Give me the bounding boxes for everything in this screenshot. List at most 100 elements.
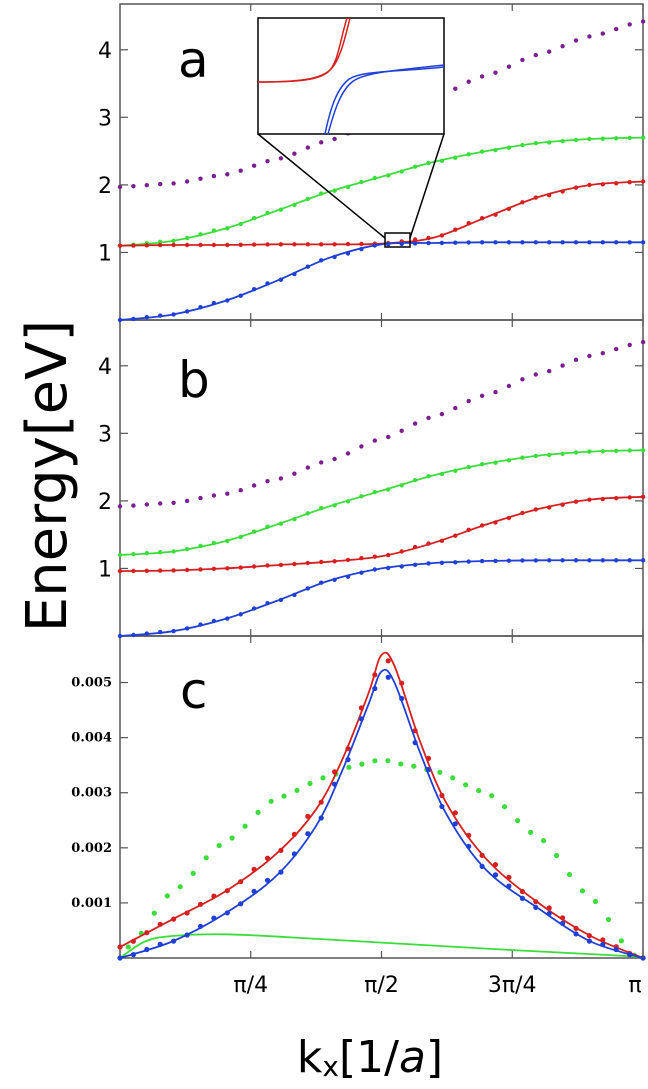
data-point-c-2 [171, 916, 177, 922]
y-tick-label-a: 2 [98, 174, 112, 199]
data-point-a-0 [587, 34, 592, 39]
data-point-c-3 [425, 766, 432, 773]
data-point-c-2 [492, 862, 499, 868]
axis-ticks: 1 2 3 4 1 2 3 4 0.001 0.002 0.003 0.004 0.005 π/4 π/2 3… [71, 4, 644, 998]
y-tick-label-b: 4 [98, 355, 112, 380]
data-point-c-0 [151, 910, 157, 916]
data-point-c-0 [502, 804, 508, 810]
data-point-a-2 [359, 241, 364, 247]
y-tick-label-c: 0.004 [71, 731, 112, 746]
data-point-b-0 [453, 405, 458, 411]
data-point-c-0 [346, 764, 352, 770]
data-point-c-2 [412, 728, 418, 734]
data-point-b-0 [225, 491, 230, 496]
x-tick-label: π/2 [364, 973, 399, 998]
data-point-a-1 [345, 184, 351, 190]
data-point-c-0 [566, 871, 573, 878]
data-point-b-1 [345, 499, 351, 504]
data-point-a-0 [533, 52, 538, 58]
data-point-b-0 [520, 377, 525, 382]
data-point-a-0 [171, 181, 176, 186]
data-point-b-1 [278, 521, 284, 526]
data-point-c-0 [255, 809, 261, 816]
data-point-c-0 [190, 870, 196, 877]
data-point-c-2 [452, 810, 458, 816]
data-point-c-3 [385, 674, 391, 680]
data-point-c-2 [157, 921, 163, 927]
data-point-c-0 [307, 780, 313, 787]
data-point-a-0 [573, 38, 579, 43]
data-point-a-2 [171, 242, 176, 248]
data-point-b-1 [533, 453, 538, 459]
y-tick-label-c: 0.005 [71, 676, 112, 691]
data-point-a-2 [265, 242, 270, 247]
data-point-c-3 [144, 946, 150, 953]
data-point-a-3 [117, 317, 123, 323]
data-point-a-1 [426, 160, 431, 166]
data-point-a-1 [158, 239, 163, 244]
data-point-b-0 [600, 351, 605, 356]
data-point-a-1 [305, 196, 310, 202]
data-point-c-2 [345, 746, 351, 752]
data-point-b-2 [332, 559, 337, 564]
data-point-b-1 [399, 483, 404, 488]
data-point-b-2 [198, 567, 203, 572]
data-point-c-3 [238, 901, 244, 907]
data-point-a-2 [614, 181, 619, 186]
data-point-a-0 [292, 151, 297, 156]
data-point-c-0 [515, 818, 521, 824]
data-point-b-2 [158, 568, 163, 573]
data-point-c-0 [618, 938, 625, 944]
data-point-a-2 [158, 242, 163, 248]
data-point-a-3 [292, 271, 297, 277]
data-point-a-0 [319, 140, 324, 145]
data-point-b-1 [412, 478, 418, 483]
data-point-b-2 [345, 557, 351, 563]
x-axis-label-close: ] [426, 1032, 443, 1083]
data-point-a-3 [386, 242, 391, 247]
data-point-b-2 [265, 563, 270, 568]
data-point-b-2 [292, 561, 297, 567]
data-point-b-3 [198, 622, 203, 627]
series-line-b-3 [119, 559, 644, 637]
data-point-a-2 [466, 221, 471, 226]
data-point-b-1 [305, 511, 310, 516]
data-point-b-3 [493, 558, 498, 564]
data-point-c-2 [332, 769, 338, 775]
data-point-b-0 [319, 460, 324, 465]
data-point-b-1 [131, 552, 136, 557]
data-point-c-3 [412, 740, 418, 746]
data-point-b-1 [587, 449, 592, 454]
data-point-a-0 [251, 163, 257, 168]
data-point-b-3 [238, 612, 243, 617]
data-point-c-3 [560, 920, 566, 927]
data-point-c-3 [318, 815, 324, 821]
data-point-b-2 [560, 502, 565, 507]
y-tick-label-b: 2 [98, 490, 112, 515]
data-point-a-0 [453, 86, 458, 91]
data-point-b-2 [251, 564, 257, 569]
data-point-a-1 [278, 207, 284, 212]
data-point-a-0 [600, 31, 605, 36]
data-point-a-1 [265, 210, 270, 216]
data-point-b-2 [211, 566, 217, 571]
data-point-b-1 [265, 524, 270, 529]
data-point-c-3 [184, 932, 190, 938]
data-point-c-2 [264, 855, 271, 861]
data-point-c-3 [197, 923, 204, 929]
data-point-b-3 [627, 558, 632, 563]
series-line-c-2 [119, 651, 644, 959]
data-point-a-1 [533, 141, 538, 146]
data-point-b-0 [439, 411, 445, 417]
data-point-c-2 [117, 944, 123, 950]
data-point-a-2 [493, 212, 498, 217]
panel-a-plot [117, 19, 646, 323]
data-point-a-1 [587, 136, 592, 142]
data-point-a-0 [117, 184, 123, 190]
data-point-a-1 [493, 147, 498, 153]
data-point-b-1 [627, 448, 632, 453]
data-point-c-3 [492, 872, 499, 878]
data-point-a-0 [560, 44, 565, 49]
data-point-c-2 [519, 888, 526, 895]
data-point-b-1 [560, 451, 565, 456]
